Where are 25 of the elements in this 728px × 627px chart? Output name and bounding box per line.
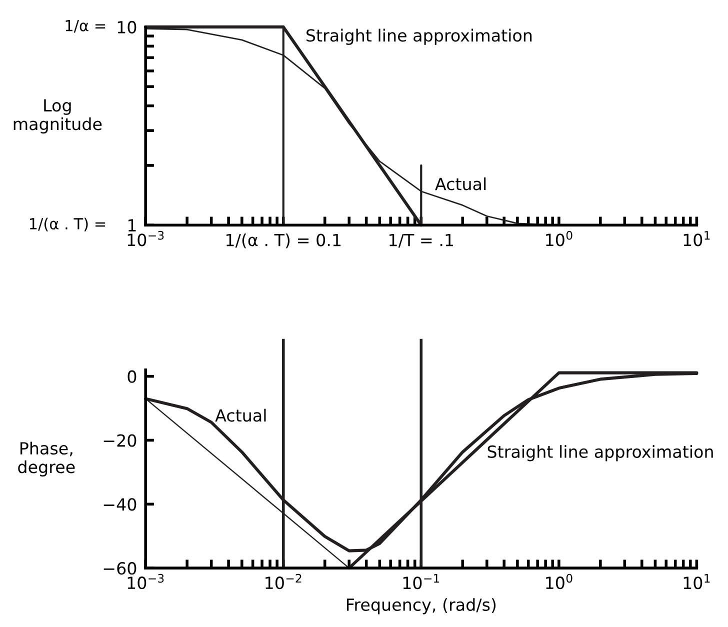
text: 1/(α . T) = (30, 218, 106, 232)
x-tick-label: 10$^{1}$ (684, 231, 710, 246)
x-tick-label: 10$^{−1}$ (403, 574, 440, 590)
annotation: Actual (435, 177, 486, 190)
y-axis-title: Log magnitude (14, 99, 102, 134)
x-tick-label: 10$^{0}$ (546, 574, 572, 590)
x-tick-label: 10$^{1}$ (684, 574, 710, 590)
y-tick-label: −40 (104, 498, 136, 511)
x-tick-label: 10$^{−3}$ (128, 230, 164, 246)
x-tick-label: 1/T = .1 (390, 234, 454, 248)
x-tick-label: 10$^{−2}$ (266, 574, 302, 590)
annotation: Straight line approximation (488, 445, 713, 462)
x-tick-label: 10$^{0}$ (546, 230, 572, 246)
text: 1/α = (66, 20, 106, 33)
y-tick-label: −60 (104, 562, 136, 575)
y-tick-label: 0 (128, 370, 136, 383)
y-tick-label: 10 (118, 20, 136, 34)
y-axis-title: Phase, degree (18, 442, 75, 476)
y-tick-label: −20 (104, 434, 136, 447)
x-axis-title: Frequency, (rad/s) (346, 598, 496, 614)
annotation: Actual (215, 408, 266, 422)
annotation: Straight line approximation (306, 28, 532, 45)
x-tick-label: 10$^{−3}$ (128, 574, 164, 590)
y-tick-label: 1 (128, 219, 136, 232)
x-tick-label: 1/(α . T) = 0.1 (226, 233, 341, 248)
